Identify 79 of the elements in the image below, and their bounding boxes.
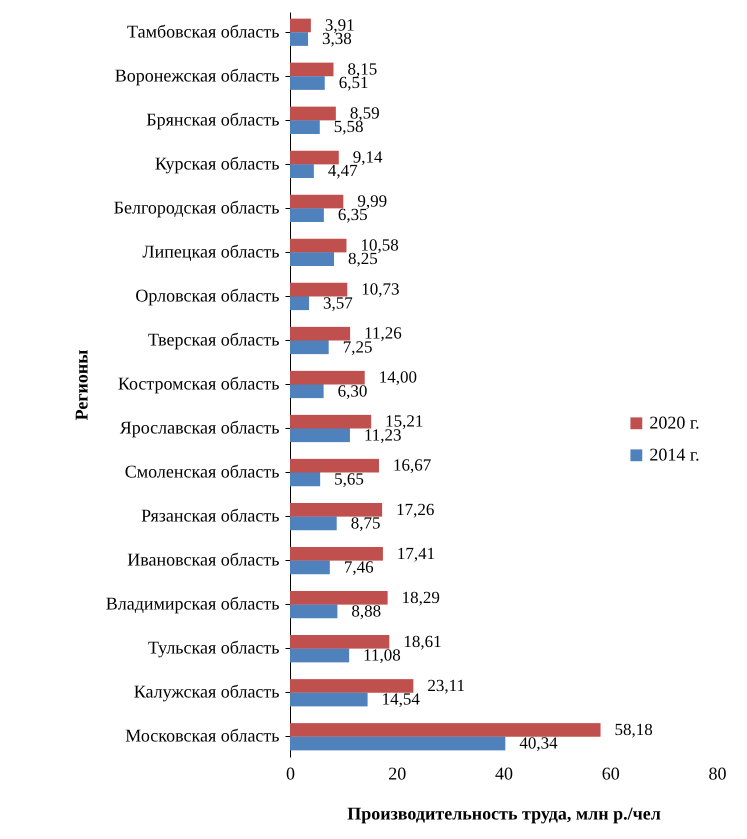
y-tick-label: Тульская область [148, 638, 280, 658]
bar [290, 18, 311, 32]
data-label: 14,00 [378, 368, 417, 387]
bar [290, 120, 320, 134]
x-tick-label: 20 [388, 764, 406, 784]
bar [290, 516, 337, 530]
y-tick-label: Липецкая область [142, 241, 280, 262]
y-tick-label: Воронежская область [114, 65, 280, 86]
data-label: 23,11 [427, 676, 465, 695]
y-tick-label: Смоленская область [124, 462, 280, 482]
legend-label: 2020 г. [649, 412, 700, 432]
y-tick-label: Владимирская область [106, 594, 280, 614]
data-label: 7,46 [344, 557, 374, 576]
bar [290, 238, 346, 252]
y-tick-label: Брянская область [146, 109, 280, 130]
y-axis-title: Регионы [72, 350, 92, 420]
x-tick-label: 80 [708, 764, 726, 784]
bar [290, 472, 320, 486]
bar [290, 106, 336, 120]
bar [290, 208, 324, 222]
data-label: 8,75 [350, 513, 380, 532]
y-tick-label: Тверская область [148, 329, 280, 350]
bar [290, 76, 325, 90]
bar [290, 296, 310, 310]
x-axis-title: Производительность труда, млн р./чел [347, 804, 661, 824]
bar [290, 648, 350, 662]
data-label: 6,30 [338, 381, 368, 400]
data-label: 3,57 [323, 293, 354, 312]
y-tick-label: Ярославская область [120, 418, 280, 438]
x-tick-label: 40 [495, 764, 513, 784]
y-tick-label: Калужская область [134, 682, 280, 702]
bar [290, 604, 338, 618]
data-label: 10,73 [361, 280, 400, 299]
data-label: 7,25 [342, 337, 372, 356]
data-label: 17,41 [396, 544, 436, 563]
y-tick-label: Орловская область [135, 285, 280, 306]
data-label: 40,34 [519, 734, 558, 753]
bar [290, 458, 379, 473]
x-tick-label: 0 [286, 764, 295, 784]
y-tick-label: Московская область [125, 726, 280, 746]
legend-label: 2014 г. [649, 444, 700, 464]
bar [290, 546, 383, 561]
data-label: 5,65 [334, 469, 364, 488]
bar [290, 282, 348, 296]
bar [290, 62, 334, 76]
bar [290, 560, 330, 574]
data-label: 17,26 [396, 500, 434, 519]
bar [290, 723, 601, 737]
bar [290, 150, 339, 164]
data-label: 14,54 [382, 690, 420, 709]
y-tick-label: Белгородская область [114, 197, 280, 218]
bar [290, 32, 308, 46]
bar [290, 692, 368, 706]
bar [290, 194, 344, 208]
data-label: 58,18 [614, 720, 653, 739]
y-tick-label: Костромская область [118, 374, 280, 394]
y-tick-label: Ивановская область [127, 550, 280, 570]
bar [290, 340, 329, 354]
bar [290, 164, 314, 178]
bar [290, 326, 350, 340]
bar [290, 502, 382, 517]
bar [290, 414, 372, 429]
bar [290, 384, 324, 398]
bar [290, 252, 334, 266]
y-tick-label: Рязанская область [141, 506, 280, 526]
data-label: 11,08 [363, 646, 401, 665]
data-label: 18,61 [403, 632, 442, 651]
bar [290, 428, 350, 442]
data-label: 18,29 [402, 588, 440, 607]
bar [290, 591, 388, 605]
data-label: 8,88 [351, 601, 382, 620]
bar [290, 635, 390, 649]
y-tick-label: Курская область [154, 153, 280, 174]
y-tick-label: Тамбовская область [127, 21, 280, 42]
bar [290, 370, 365, 384]
data-label: 16,67 [392, 456, 432, 475]
x-tick-label: 60 [602, 764, 620, 784]
bar [290, 736, 506, 750]
bar [290, 679, 414, 693]
